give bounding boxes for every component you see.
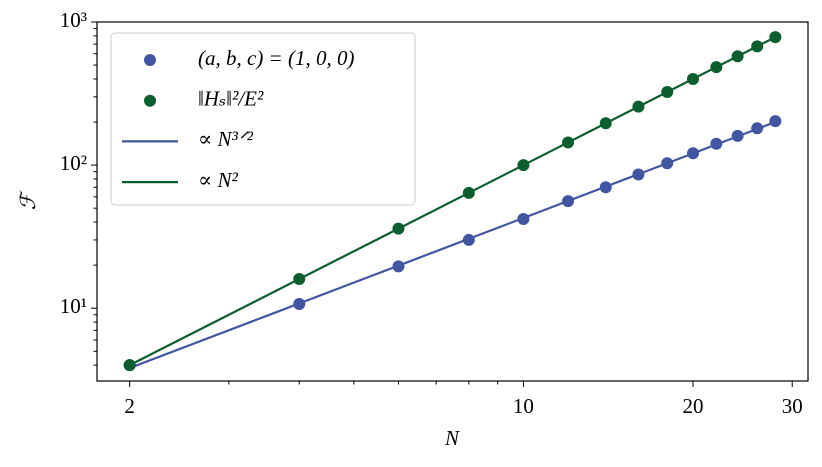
data-point	[293, 273, 306, 286]
legend-marker	[144, 54, 156, 66]
y-axis-label: ℱ	[16, 190, 40, 210]
legend-box	[110, 32, 416, 206]
data-point	[632, 100, 645, 113]
x-tick-label: 2	[124, 394, 135, 418]
data-point	[731, 50, 744, 63]
data-point	[123, 359, 136, 372]
data-point	[562, 136, 575, 149]
legend-label: (a, b, c) = (1, 0, 0)	[198, 46, 354, 70]
legend: (a, b, c) = (1, 0, 0) ‖Hₛ‖²/E² ∝ N³ᐟ² ∝ N²	[110, 32, 416, 206]
data-point	[517, 159, 530, 172]
x-tick-label: 20	[683, 394, 704, 418]
data-point	[599, 117, 612, 130]
plot-frame	[96, 21, 809, 382]
data-point	[599, 181, 612, 194]
x-axis-label: N	[444, 426, 460, 450]
data-point	[661, 157, 674, 170]
legend-label: ∝ N³ᐟ²	[198, 127, 254, 151]
data-point	[293, 298, 306, 311]
data-point	[392, 260, 405, 273]
data-point	[769, 31, 782, 44]
legend-label: ∝ N²	[198, 168, 238, 192]
data-point	[751, 40, 764, 53]
data-point	[710, 61, 723, 74]
data-point	[751, 122, 764, 135]
y-tick-label: 10³	[60, 8, 87, 32]
legend-marker	[144, 94, 156, 107]
data-point	[687, 147, 700, 160]
data-point	[731, 129, 744, 142]
y-tick-label: 10²	[60, 151, 87, 175]
data-point	[462, 233, 475, 246]
data-point	[632, 168, 645, 181]
data-point	[710, 137, 723, 150]
data-point	[769, 115, 782, 128]
data-point	[562, 195, 575, 208]
data-point	[661, 86, 674, 99]
legend-label: ‖Hₛ‖²/E²	[198, 87, 264, 111]
x-tick-label: 10	[513, 394, 534, 418]
data-point	[687, 72, 700, 85]
data-point	[392, 222, 405, 235]
y-tick-label: 10¹	[60, 294, 87, 318]
data-point	[517, 213, 530, 226]
x-tick-label: 30	[782, 394, 803, 418]
data-point	[462, 186, 475, 199]
